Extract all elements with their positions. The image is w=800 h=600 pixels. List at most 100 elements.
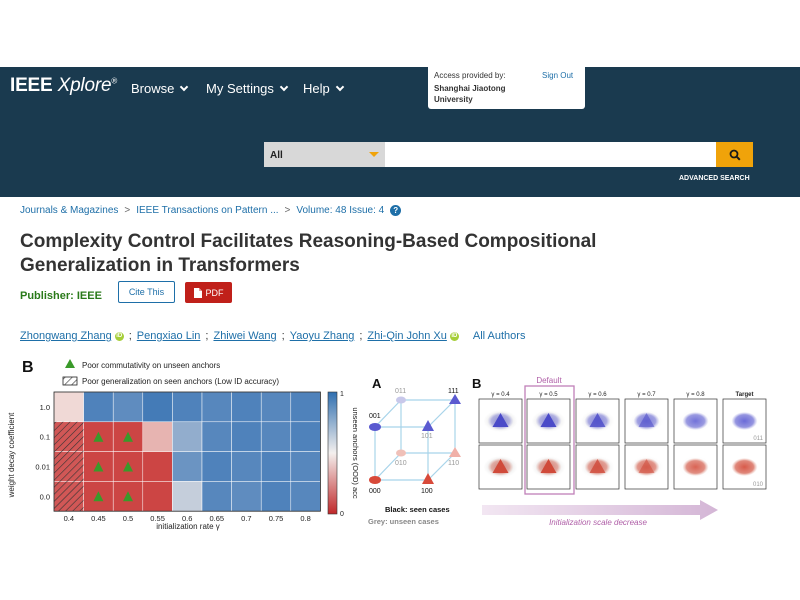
heatmap-cell — [231, 481, 262, 512]
author-link[interactable]: Pengxiao Lin — [136, 330, 201, 342]
sign-out-link[interactable]: Sign Out — [542, 71, 574, 80]
colorbar — [327, 391, 338, 515]
heatmap: 0.4 0.45 0.5 0.55 0.6 0.65 0.7 0.75 0.8 1.0 0.1 0.0… — [35, 391, 321, 523]
output-triangle — [589, 459, 606, 473]
breadcrumb-journals[interactable]: Journals & Magazines — [20, 205, 119, 216]
output-triangle — [492, 413, 509, 427]
search-scope-select[interactable]: All — [264, 142, 385, 167]
gamma-panels: γ = 0.4 γ = 0.5 γ = 0.6 γ = 0.7 γ = 0.8 Targe… — [478, 392, 767, 490]
output-triangle — [492, 459, 509, 473]
cite-this-button[interactable]: Cite This — [118, 281, 175, 303]
author-link[interactable]: Zhongwang Zhang — [20, 330, 112, 342]
caret-down-icon — [369, 152, 379, 157]
search-scope-value: All — [270, 150, 283, 161]
orcid-icon[interactable]: iD — [449, 331, 459, 341]
author-link[interactable]: Zhi-Qin John Xu — [367, 330, 447, 342]
x-tick-label: 0.75 — [269, 514, 284, 523]
output-triangle — [589, 413, 606, 427]
heatmap-cell — [260, 481, 292, 512]
x-tick-label: 0.45 — [91, 514, 106, 523]
gamma-label: γ = 0.6 — [588, 392, 607, 398]
target-code: 011 — [753, 436, 763, 442]
logo-main: IEEE — [10, 75, 53, 96]
ieee-xplore-logo[interactable]: IEEE Xplore® — [10, 75, 117, 97]
heatmap-cell — [53, 391, 84, 423]
cube-label-011: 011 — [395, 388, 406, 395]
logo-xplore: Xplore — [57, 75, 112, 96]
heatmap-cell — [231, 451, 262, 482]
hatch-legend-icon — [62, 376, 78, 386]
x-tick-label: 0.4 — [64, 514, 74, 523]
help-icon[interactable]: ? — [390, 205, 402, 216]
default-highlight-box — [524, 385, 575, 495]
output-triangle — [540, 413, 557, 427]
x-tick-label: 0.8 — [300, 514, 310, 523]
output-triangle — [638, 413, 655, 427]
y-tick-label: 1.0 — [40, 403, 50, 412]
site-header: IEEE Xplore® Browse My Settings Help Acc… — [0, 67, 800, 197]
gamma-label: γ = 0.8 — [686, 392, 705, 398]
decrease-arrow — [482, 500, 718, 520]
cube-black-note: Black: seen cases — [385, 505, 450, 514]
cube-diagram — [374, 399, 456, 481]
all-authors-link[interactable]: All Authors — [472, 330, 526, 342]
search-input[interactable] — [385, 142, 716, 167]
authors-list: Zhongwang Zhang iD ; Pengxiao Lin ; Zhiw… — [20, 330, 525, 342]
panel-label-right: B — [472, 376, 481, 391]
author-link[interactable]: Zhiwei Wang — [213, 330, 277, 342]
heatmap-cell — [260, 451, 292, 482]
x-tick-label: 0.5 — [123, 514, 133, 523]
breadcrumb-volume[interactable]: Volume: 48 Issue: 4 — [296, 205, 385, 216]
cube-label-000: 000 — [369, 488, 381, 495]
triangle-marker — [123, 431, 133, 442]
author-link[interactable]: Yaoyu Zhang — [289, 330, 355, 342]
cube-node-001 — [369, 423, 381, 431]
default-label: Default — [536, 376, 562, 385]
pdf-button[interactable]: PDF — [185, 282, 232, 303]
search-icon — [729, 149, 741, 161]
breadcrumb-transactions[interactable]: IEEE Transactions on Pattern ... — [136, 205, 279, 216]
heatmap-cell — [231, 391, 262, 423]
author-separator: ; — [281, 330, 285, 342]
breadcrumb-separator: > — [124, 205, 131, 216]
cube-node-011 — [396, 396, 406, 404]
output-blob — [731, 458, 758, 476]
x-tick-label: 0.55 — [150, 514, 165, 523]
target-code: 010 — [753, 482, 764, 488]
heatmap-cell — [172, 391, 203, 423]
search-button[interactable] — [716, 142, 753, 167]
panel-label-cube: A — [372, 376, 382, 391]
cube-label-001: 001 — [369, 413, 381, 420]
heatmap-cell — [142, 481, 173, 512]
chevron-down-icon — [279, 82, 289, 91]
output-blob — [682, 412, 709, 430]
heatmap-frame — [53, 391, 321, 512]
article-title: Complexity Control Facilitates Reasoning… — [20, 231, 597, 276]
cube-node-110 — [449, 447, 461, 457]
heatmap-cell — [142, 451, 173, 482]
heatmap-cell — [172, 421, 203, 452]
cube-label-100: 100 — [421, 488, 433, 495]
nav-help[interactable]: Help — [303, 81, 344, 96]
heatmap-cell — [201, 451, 232, 482]
nav-browse-label: Browse — [131, 81, 175, 96]
advanced-search-link[interactable]: ADVANCED SEARCH — [679, 175, 750, 182]
triangle-marker — [93, 491, 104, 502]
pdf-label: PDF — [205, 287, 224, 298]
colorbar-tick-bottom: 0 — [340, 511, 344, 518]
gamma-label: Target — [736, 392, 754, 398]
nav-my-settings[interactable]: My Settings — [206, 81, 289, 96]
heatmap-cell — [290, 451, 321, 482]
access-box: Access provided by: Shanghai Jiaotong Un… — [428, 67, 585, 109]
hatched-cell — [54, 421, 84, 452]
orcid-icon[interactable]: iD — [114, 331, 124, 341]
legend-hatch-text: Poor generalization on seen anchors (Low… — [82, 377, 279, 386]
cube-node-000 — [369, 476, 381, 484]
cube-node-100 — [422, 473, 434, 484]
chevron-down-icon — [180, 82, 189, 91]
heatmap-cell — [201, 421, 232, 452]
heatmap-cell — [290, 481, 321, 512]
cube-node-111 — [449, 394, 461, 404]
nav-browse[interactable]: Browse — [131, 81, 189, 96]
cube-grey-note: Grey: unseen cases — [368, 517, 439, 526]
